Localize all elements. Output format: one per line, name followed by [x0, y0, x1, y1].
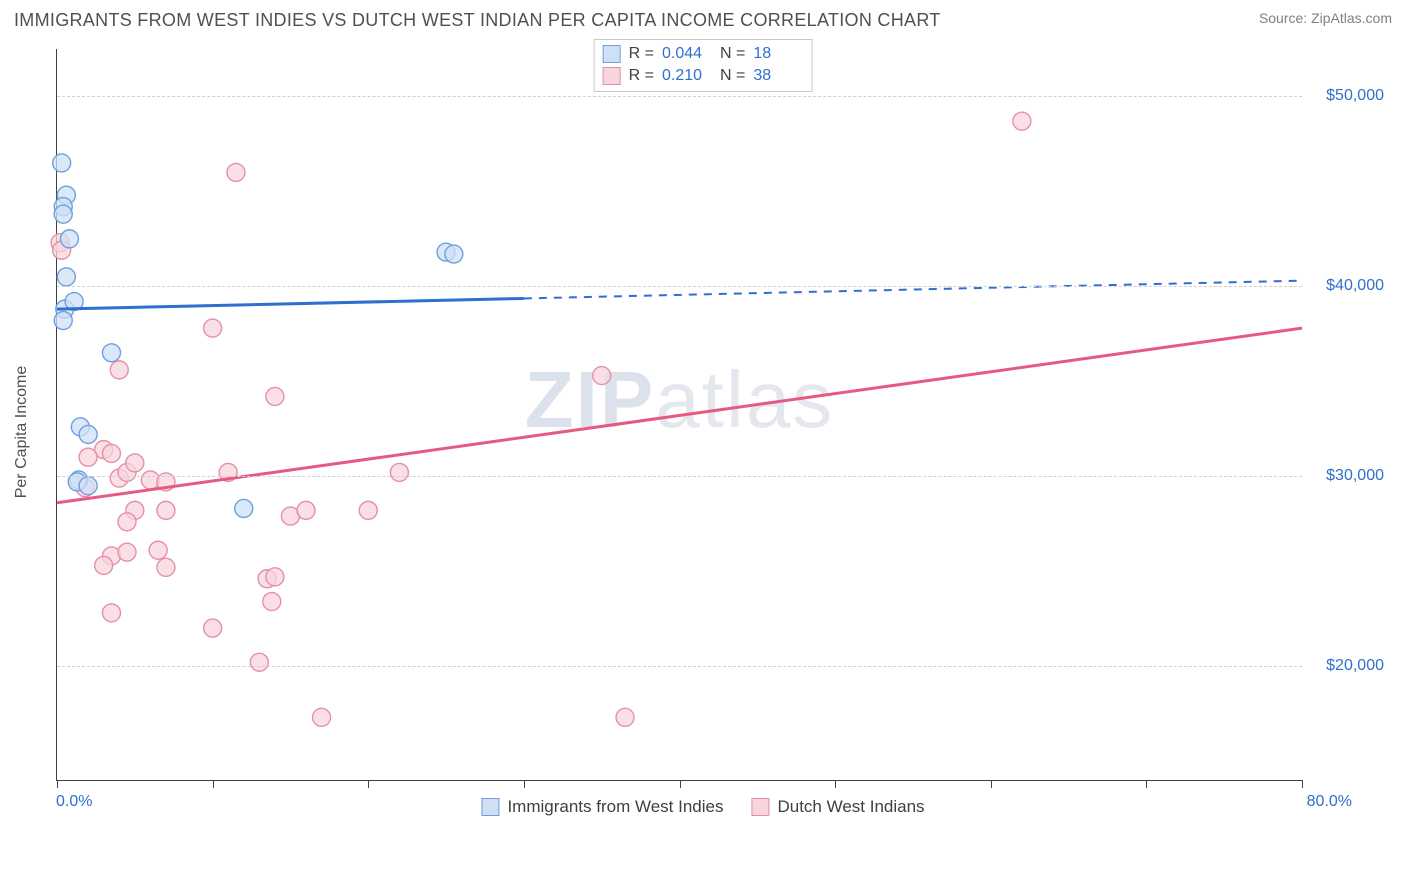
y-tick-label: $30,000 — [1308, 467, 1384, 485]
data-point — [204, 319, 222, 337]
x-tick-mark — [1146, 780, 1147, 788]
source-prefix: Source: — [1259, 10, 1311, 26]
legend-stats-row-1: R = 0.210 N = 38 — [603, 65, 804, 87]
gridline-h — [57, 96, 1302, 97]
y-tick-label: $20,000 — [1308, 657, 1384, 675]
data-point — [118, 513, 136, 531]
data-point — [616, 708, 634, 726]
legend-swatch-pink — [603, 67, 621, 85]
data-point — [390, 463, 408, 481]
data-point — [54, 205, 72, 223]
data-point — [227, 163, 245, 181]
data-point — [359, 501, 377, 519]
legend-stats-row-0: R = 0.044 N = 18 — [603, 43, 804, 65]
x-tick-mark — [57, 780, 58, 788]
x-tick-mark — [680, 780, 681, 788]
y-tick-label: $50,000 — [1308, 87, 1384, 105]
source-attribution: Source: ZipAtlas.com — [1259, 10, 1392, 26]
legend-label-1: Dutch West Indians — [777, 797, 924, 817]
data-point — [79, 477, 97, 495]
data-point — [593, 367, 611, 385]
legend-n-label: N = — [720, 43, 745, 65]
data-point — [118, 543, 136, 561]
gridline-h — [57, 286, 1302, 287]
data-point — [54, 312, 72, 330]
data-point — [79, 425, 97, 443]
data-point — [126, 454, 144, 472]
data-point — [266, 387, 284, 405]
data-point — [110, 361, 128, 379]
legend-series: Immigrants from West Indies Dutch West I… — [481, 797, 924, 817]
legend-r-value-1: 0.210 — [662, 65, 712, 87]
chart-svg — [57, 49, 1302, 780]
y-axis-label: Per Capita Income — [13, 366, 31, 499]
legend-stats: R = 0.044 N = 18 R = 0.210 N = 38 — [594, 39, 813, 92]
data-point — [445, 245, 463, 263]
x-tick-mark — [524, 780, 525, 788]
data-point — [157, 501, 175, 519]
data-point — [102, 604, 120, 622]
legend-swatch-blue — [481, 798, 499, 816]
data-point — [263, 593, 281, 611]
data-point — [1013, 112, 1031, 130]
legend-swatch-pink — [751, 798, 769, 816]
legend-n-value-1: 38 — [753, 65, 803, 87]
x-axis-max-label: 80.0% — [1307, 793, 1352, 811]
data-point — [204, 619, 222, 637]
legend-label-0: Immigrants from West Indies — [507, 797, 723, 817]
legend-item-1: Dutch West Indians — [751, 797, 924, 817]
legend-r-label: R = — [629, 65, 654, 87]
regression-line — [57, 298, 524, 309]
data-point — [53, 154, 71, 172]
data-point — [60, 230, 78, 248]
data-point — [57, 268, 75, 286]
data-point — [95, 556, 113, 574]
gridline-h — [57, 476, 1302, 477]
regression-line-extrapolated — [524, 281, 1302, 299]
data-point — [157, 558, 175, 576]
data-point — [235, 499, 253, 517]
x-tick-mark — [368, 780, 369, 788]
legend-r-value-0: 0.044 — [662, 43, 712, 65]
data-point — [297, 501, 315, 519]
chart-container: Per Capita Income ZIPatlas $20,000$30,00… — [14, 37, 1392, 827]
data-point — [266, 568, 284, 586]
source-link[interactable]: ZipAtlas.com — [1311, 10, 1392, 26]
legend-swatch-blue — [603, 45, 621, 63]
x-tick-mark — [991, 780, 992, 788]
data-point — [102, 444, 120, 462]
legend-r-label: R = — [629, 43, 654, 65]
data-point — [313, 708, 331, 726]
data-point — [102, 344, 120, 362]
chart-title: IMMIGRANTS FROM WEST INDIES VS DUTCH WES… — [14, 10, 941, 31]
y-tick-label: $40,000 — [1308, 277, 1384, 295]
plot-area: ZIPatlas $20,000$30,000$40,000$50,000 — [56, 49, 1302, 781]
data-point — [250, 653, 268, 671]
x-tick-mark — [213, 780, 214, 788]
legend-n-value-0: 18 — [753, 43, 803, 65]
x-tick-mark — [1302, 780, 1303, 788]
legend-item-0: Immigrants from West Indies — [481, 797, 723, 817]
data-point — [149, 541, 167, 559]
legend-n-label: N = — [720, 65, 745, 87]
data-point — [79, 448, 97, 466]
gridline-h — [57, 666, 1302, 667]
x-tick-mark — [835, 780, 836, 788]
x-axis-min-label: 0.0% — [56, 793, 92, 811]
